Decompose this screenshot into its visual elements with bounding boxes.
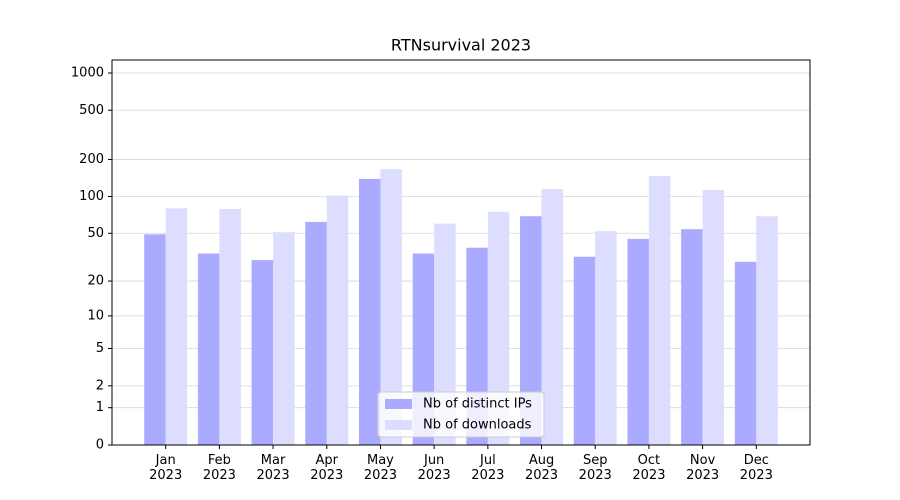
x-tick-label: Feb 2023 [202,453,236,483]
bar [756,216,778,445]
y-tick-label: 500 [79,103,104,118]
bar [541,189,564,445]
x-tick-label: Jun 2023 [417,453,451,483]
bar [144,234,166,445]
y-tick-label: 20 [87,274,104,289]
x-tick-label: Aug 2023 [524,453,559,483]
legend-swatch [385,420,412,430]
bar [165,208,188,445]
legend-box [377,391,545,438]
bar [573,256,596,445]
y-tick-label: 5 [96,341,104,356]
legend: Nb of distinct IPs Nb of downloads [377,391,545,438]
y-tick-label: 1 [96,400,104,415]
y-tick-label: 10 [87,308,104,323]
y-tick-label: 0 [96,438,104,453]
bar [734,261,757,445]
y-tick-label: 200 [79,152,104,167]
bar [305,221,327,445]
bar [358,178,381,446]
chart-title: RTNsurvival 2023 [391,36,531,55]
bar [595,231,617,445]
x-tick-label: Sep 2023 [578,453,612,483]
bar [434,223,456,445]
y-tick-label: 100 [79,189,104,204]
x-tick-label: Jan 2023 [149,453,183,483]
x-tick-label: Apr 2023 [310,453,344,483]
bar [326,195,349,445]
y-tick-label: 2 [96,378,104,393]
legend-swatch [385,399,412,409]
bar [520,216,542,445]
bar [702,189,725,445]
bar [273,232,295,445]
y-tick-label: 50 [87,226,104,241]
x-tick-label: Mar 2023 [256,453,290,483]
x-tick-label: Nov 2023 [686,453,720,483]
bar [219,209,241,445]
legend-label: Nb of downloads [423,418,532,433]
bar [487,211,510,445]
bar [627,238,649,445]
bar [380,169,402,445]
x-tick-label: Dec 2023 [739,453,773,483]
bar [251,260,274,445]
x-tick-label: Jul 2023 [471,453,505,483]
bar [681,229,703,445]
y-tick-label: 1000 [71,65,104,80]
x-tick-label: May 2023 [363,453,397,483]
legend-label: Nb of distinct IPs [423,397,532,412]
bar [197,253,220,445]
x-tick-label: Oct 2023 [632,453,666,483]
plot-frame [111,59,811,446]
bar [648,175,671,446]
